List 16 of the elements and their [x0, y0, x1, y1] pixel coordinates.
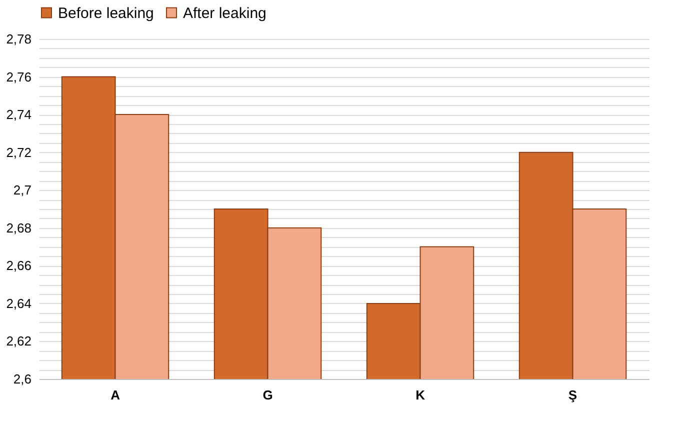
legend-label: After leaking	[183, 4, 266, 22]
y-tick-label: 2,72	[6, 144, 32, 160]
y-tick-label: 2,78	[6, 32, 32, 46]
y-tick-label: 2,76	[6, 69, 32, 84]
x-tick-label: A	[110, 388, 121, 402]
y-tick-label: 2,74	[6, 107, 32, 122]
legend-label: Before leaking	[58, 4, 154, 22]
y-tick-label: 2,6	[13, 372, 32, 386]
x-tick-label: G	[262, 388, 273, 402]
x-tick-label: Ş	[568, 388, 578, 402]
x-tick-label: K	[416, 388, 426, 402]
y-tick-label: 2,66	[6, 258, 32, 274]
y-tick-label: 2,7	[13, 182, 32, 198]
y-tick-label: 2,68	[6, 220, 32, 236]
y-tick-label: 2,62	[6, 334, 32, 349]
y-tick-label: 2,64	[6, 296, 32, 311]
